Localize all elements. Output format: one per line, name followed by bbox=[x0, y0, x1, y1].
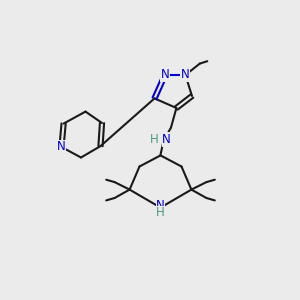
Text: N: N bbox=[162, 133, 171, 146]
Text: N: N bbox=[56, 140, 65, 154]
Text: N: N bbox=[181, 68, 190, 82]
Text: N: N bbox=[160, 68, 169, 82]
Text: N: N bbox=[156, 199, 165, 212]
Text: H: H bbox=[156, 206, 165, 220]
Text: H: H bbox=[150, 133, 159, 146]
